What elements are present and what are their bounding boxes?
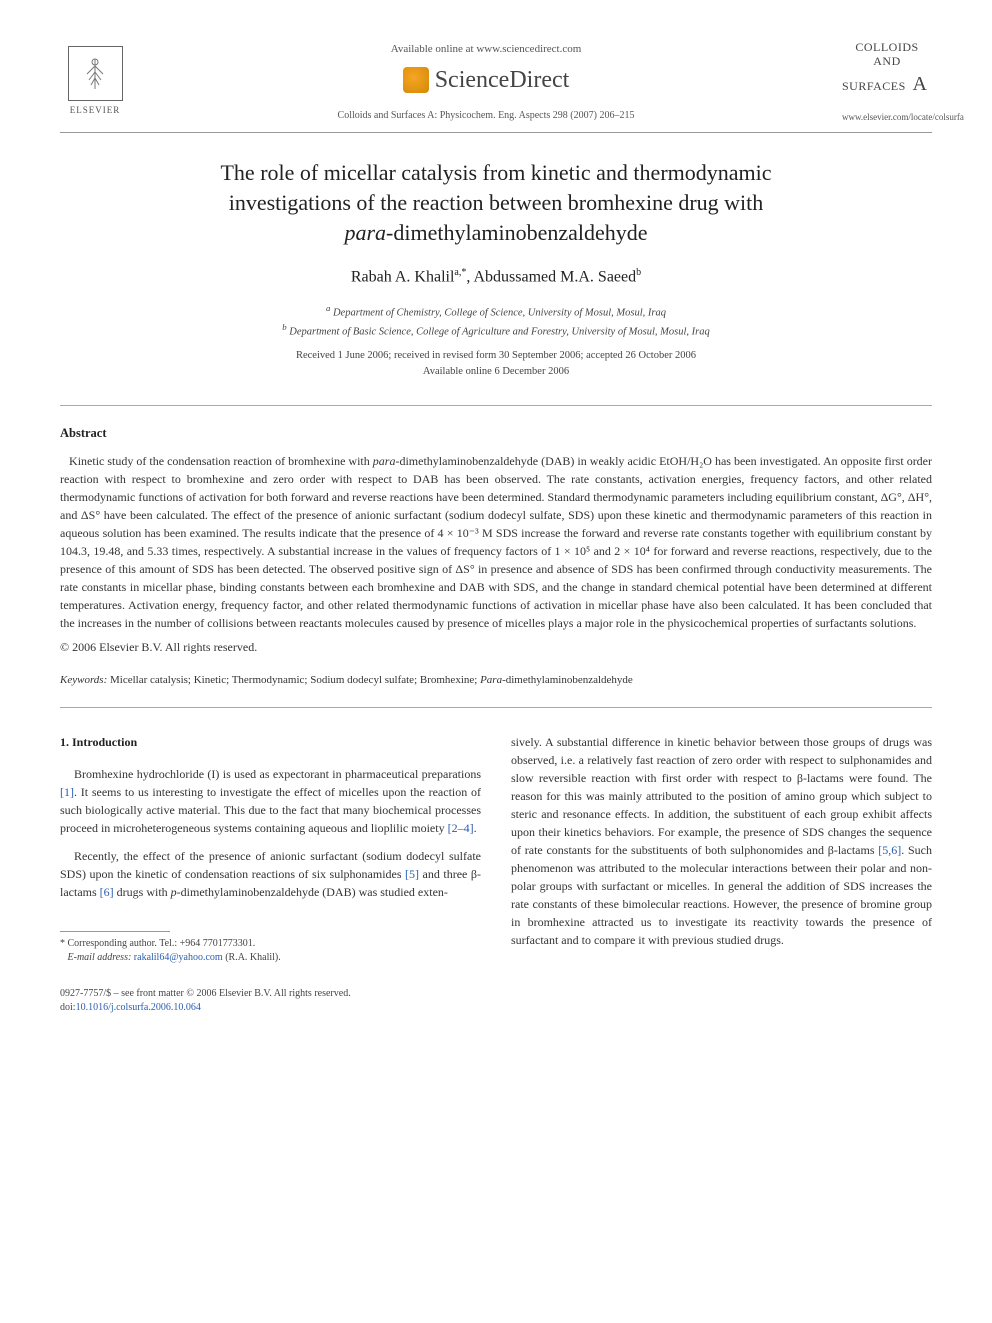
abstract-bottom-divider xyxy=(60,707,932,708)
p3-a: sively. A substantial difference in kine… xyxy=(511,735,932,857)
affiliation-a: Department of Chemistry, College of Scie… xyxy=(333,307,666,318)
journal-logo-a: A xyxy=(913,69,927,99)
keywords-line: Keywords: Micellar catalysis; Kinetic; T… xyxy=(60,672,932,689)
sciencedirect-text: ScienceDirect xyxy=(435,62,570,98)
sciencedirect-brand: ScienceDirect xyxy=(130,62,842,98)
elsevier-logo: ELSEVIER xyxy=(60,42,130,122)
title-line1: The role of micellar catalysis from kine… xyxy=(220,160,771,185)
journal-reference: Colloids and Surfaces A: Physicochem. En… xyxy=(130,108,842,123)
ref-5[interactable]: [5] xyxy=(405,867,419,881)
intro-p2: Recently, the effect of the presence of … xyxy=(60,847,481,901)
author-2-sup: b xyxy=(636,267,641,278)
ref-6[interactable]: [6] xyxy=(100,885,114,899)
header-divider xyxy=(60,132,932,133)
abs-part-b: -dimethylaminobenzaldehyde (DAB) in weak… xyxy=(60,454,932,630)
article-dates: Received 1 June 2006; received in revise… xyxy=(60,348,932,380)
footnote-email[interactable]: rakalil64@yahoo.com xyxy=(134,952,223,963)
article-title: The role of micellar catalysis from kine… xyxy=(60,158,932,247)
intro-heading: 1. Introduction xyxy=(60,733,481,751)
author-1-star: * xyxy=(461,267,466,278)
keywords-text-b: -dimethylaminobenzaldehyde xyxy=(502,674,633,686)
p1-b: . It seems to us interesting to investig… xyxy=(60,785,481,835)
page-header: ELSEVIER Available online at www.science… xyxy=(60,40,932,124)
abstract-body: Kinetic study of the condensation reacti… xyxy=(60,452,932,632)
footnote-email-label: E-mail address: xyxy=(68,952,132,963)
left-column: 1. Introduction Bromhexine hydrochloride… xyxy=(60,733,481,965)
abs-ital: para xyxy=(373,454,396,468)
ref-1[interactable]: [1] xyxy=(60,785,74,799)
footnote-email-suffix: (R.A. Khalil). xyxy=(223,952,281,963)
right-column: sively. A substantial difference in kine… xyxy=(511,733,932,965)
keywords-text-a: Micellar catalysis; Kinetic; Thermodynam… xyxy=(107,674,480,686)
p3-b: . Such phenomenon was attributed to the … xyxy=(511,843,932,947)
journal-logo-line3: SURFACES xyxy=(842,79,906,93)
footnote-divider xyxy=(60,931,170,932)
p2-d: -dimethylaminobenzaldehyde (DAB) was stu… xyxy=(177,885,448,899)
authors-line: Rabah A. Khalila,*, Abdussamed M.A. Saee… xyxy=(60,265,932,289)
affiliations: a Department of Chemistry, College of Sc… xyxy=(60,302,932,341)
page-footer-info: 0927-7757/$ – see front matter © 2006 El… xyxy=(60,987,932,1015)
copyright-line: © 2006 Elsevier B.V. All rights reserved… xyxy=(60,638,932,656)
center-header: Available online at www.sciencedirect.co… xyxy=(130,41,842,123)
sciencedirect-icon xyxy=(403,67,429,93)
dates-line2: Available online 6 December 2006 xyxy=(423,366,569,377)
keywords-label: Keywords: xyxy=(60,674,107,686)
front-matter-line: 0927-7757/$ – see front matter © 2006 El… xyxy=(60,988,351,999)
author-2-name: Abdussamed M.A. Saeed xyxy=(473,269,636,286)
journal-logo-line2: AND xyxy=(842,54,932,68)
p1-c: . xyxy=(474,821,477,835)
journal-logo-line1: COLLOIDS xyxy=(842,40,932,54)
doi-link[interactable]: 10.1016/j.colsurfa.2006.10.064 xyxy=(76,1002,201,1013)
intro-p3: sively. A substantial difference in kine… xyxy=(511,733,932,949)
abs-part-a: Kinetic study of the condensation reacti… xyxy=(69,454,373,468)
author-1-name: Rabah A. Khalil xyxy=(351,269,455,286)
p2-c: drugs with xyxy=(114,885,171,899)
title-line3-rest: -dimethylaminobenzaldehyde xyxy=(386,220,647,245)
journal-logo: COLLOIDS AND SURFACES A www.elsevier.com… xyxy=(842,40,932,124)
elsevier-tree-icon xyxy=(68,46,123,101)
available-online-text: Available online at www.sciencedirect.co… xyxy=(130,41,842,58)
abstract-heading: Abstract xyxy=(60,424,932,443)
elsevier-label: ELSEVIER xyxy=(70,104,121,118)
ref-5-6[interactable]: [5,6] xyxy=(878,843,901,857)
footnote-corr: * Corresponding author. Tel.: +964 77017… xyxy=(60,938,255,949)
doi-label: doi: xyxy=(60,1002,76,1013)
title-line2: investigations of the reaction between b… xyxy=(229,190,764,215)
ref-2-4[interactable]: [2–4] xyxy=(448,821,474,835)
p1-a: Bromhexine hydrochloride (I) is used as … xyxy=(74,767,481,781)
journal-url: www.elsevier.com/locate/colsurfa xyxy=(842,111,932,125)
keywords-ital: Para xyxy=(480,674,502,686)
abstract-top-divider xyxy=(60,405,932,406)
title-line3-prefix: para xyxy=(344,220,386,245)
intro-p1: Bromhexine hydrochloride (I) is used as … xyxy=(60,765,481,837)
dates-line1: Received 1 June 2006; received in revise… xyxy=(296,350,696,361)
affiliation-b: Department of Basic Science, College of … xyxy=(289,326,709,337)
body-columns: 1. Introduction Bromhexine hydrochloride… xyxy=(60,733,932,965)
corresponding-author-footnote: * Corresponding author. Tel.: +964 77017… xyxy=(60,937,481,965)
